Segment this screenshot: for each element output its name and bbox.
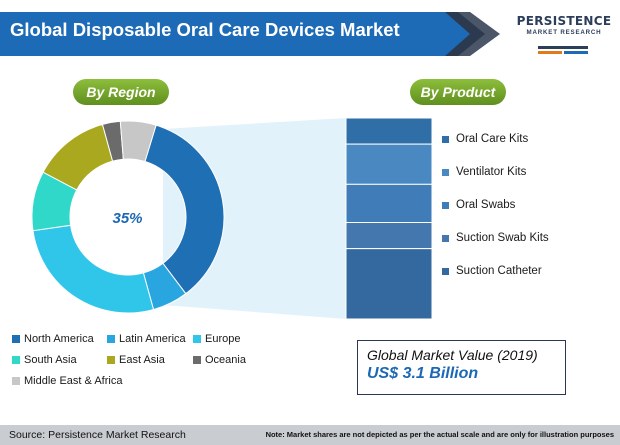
region-legend-label: Oceania [205,354,246,366]
market-value-label: Global Market Value (2019) [367,347,538,363]
legend-swatch [193,356,201,364]
product-legend-label: Ventilator Kits [456,166,527,178]
product-legend-label: Suction Catheter [456,265,542,277]
brand-name: PERSISTENCE [516,14,612,28]
brand-mark-icon [538,46,588,54]
product-legend-label: Oral Care Kits [456,133,529,145]
legend-swatch [442,202,449,209]
north-america-share-label: 35% [96,205,159,232]
region-legend-label: East Asia [119,354,165,366]
donut-slice-europe [32,224,155,314]
product-bar-segment-ventilator-kits [345,143,433,185]
legend-swatch [12,335,20,343]
by-region-label: By Region [73,79,169,105]
product-bar-segment-suction-catheter [345,248,433,320]
title-banner [0,12,500,56]
legend-swatch [442,169,449,176]
disclaimer-note: Note: Market shares are not depicted as … [265,430,614,439]
legend-swatch [442,235,449,242]
product-bar-segment-oral-swabs [345,183,433,224]
region-legend-label: Latin America [119,333,186,345]
legend-swatch [12,377,20,385]
legend-swatch [193,335,201,343]
product-legend-label: Oral Swabs [456,199,516,211]
region-legend-label: Europe [205,333,241,345]
market-value-box: Global Market Value (2019) US$ 3.1 Billi… [357,340,566,395]
by-product-label: By Product [410,79,506,105]
legend-swatch [12,356,20,364]
legend-swatch [442,268,449,275]
source-text: Source: Persistence Market Research [9,429,186,441]
region-legend-label: North America [24,333,94,345]
product-bar-segment-suction-swab-kits [345,222,433,250]
market-value-amount: US$ 3.1 Billion [367,365,479,382]
product-bar-segment-oral-care-kits [345,117,433,145]
page-title: Global Disposable Oral Care Devices Mark… [10,19,400,40]
legend-swatch [107,356,115,364]
footer: Source: Persistence Market Research Note… [0,425,620,445]
brand-logo: PERSISTENCE MARKET RESEARCH [516,14,612,36]
legend-swatch [442,136,449,143]
product-legend-label: Suction Swab Kits [456,232,549,244]
region-legend-label: South Asia [24,354,77,366]
brand-subtitle: MARKET RESEARCH [526,29,602,36]
donut-slice-middle-east-and-africa [119,120,157,163]
region-legend-label: Middle East & Africa [24,375,123,387]
legend-swatch [107,335,115,343]
donut-slice-north-america [144,124,225,295]
